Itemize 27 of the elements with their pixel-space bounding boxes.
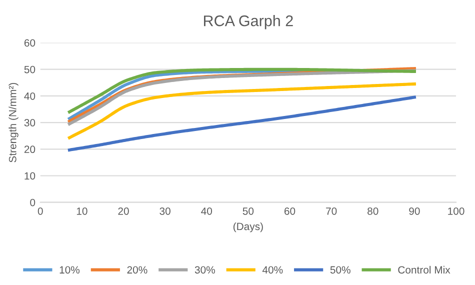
legend-label: 50%: [330, 266, 350, 274]
y-tick-label: 50: [24, 66, 36, 74]
legend-label: 10%: [60, 266, 80, 274]
x-tick-label: 10: [76, 207, 88, 215]
legend-label: 30%: [194, 266, 215, 274]
x-tick-label: 100: [448, 207, 464, 215]
x-tick-label: 40: [201, 207, 212, 215]
y-tick-label: 0: [30, 198, 36, 206]
x-tick-label: 30: [160, 207, 170, 215]
x-tick-label: 50: [242, 207, 254, 215]
legend-label: 40%: [262, 266, 283, 274]
x-tick-label: 0: [38, 207, 43, 215]
legend-label: 20%: [127, 266, 148, 274]
x-tick-label: 80: [368, 207, 378, 215]
legend-label: Control Mix: [398, 266, 450, 274]
x-axis-title: (Days): [234, 222, 263, 232]
y-tick-label: 20: [24, 146, 36, 154]
y-tick-label: 40: [24, 92, 36, 100]
x-tick-label: 20: [118, 207, 129, 215]
x-tick-label: 70: [326, 207, 337, 215]
x-tick-label: 90: [409, 207, 420, 215]
y-tick-label: 10: [24, 172, 36, 180]
chart-title: RCA Garph 2: [204, 15, 293, 30]
y-tick-label: 30: [24, 119, 36, 126]
y-axis-title: Strength (N/mm²): [8, 82, 18, 162]
x-tick-label: 60: [284, 207, 296, 215]
y-tick-label: 60: [24, 39, 36, 47]
